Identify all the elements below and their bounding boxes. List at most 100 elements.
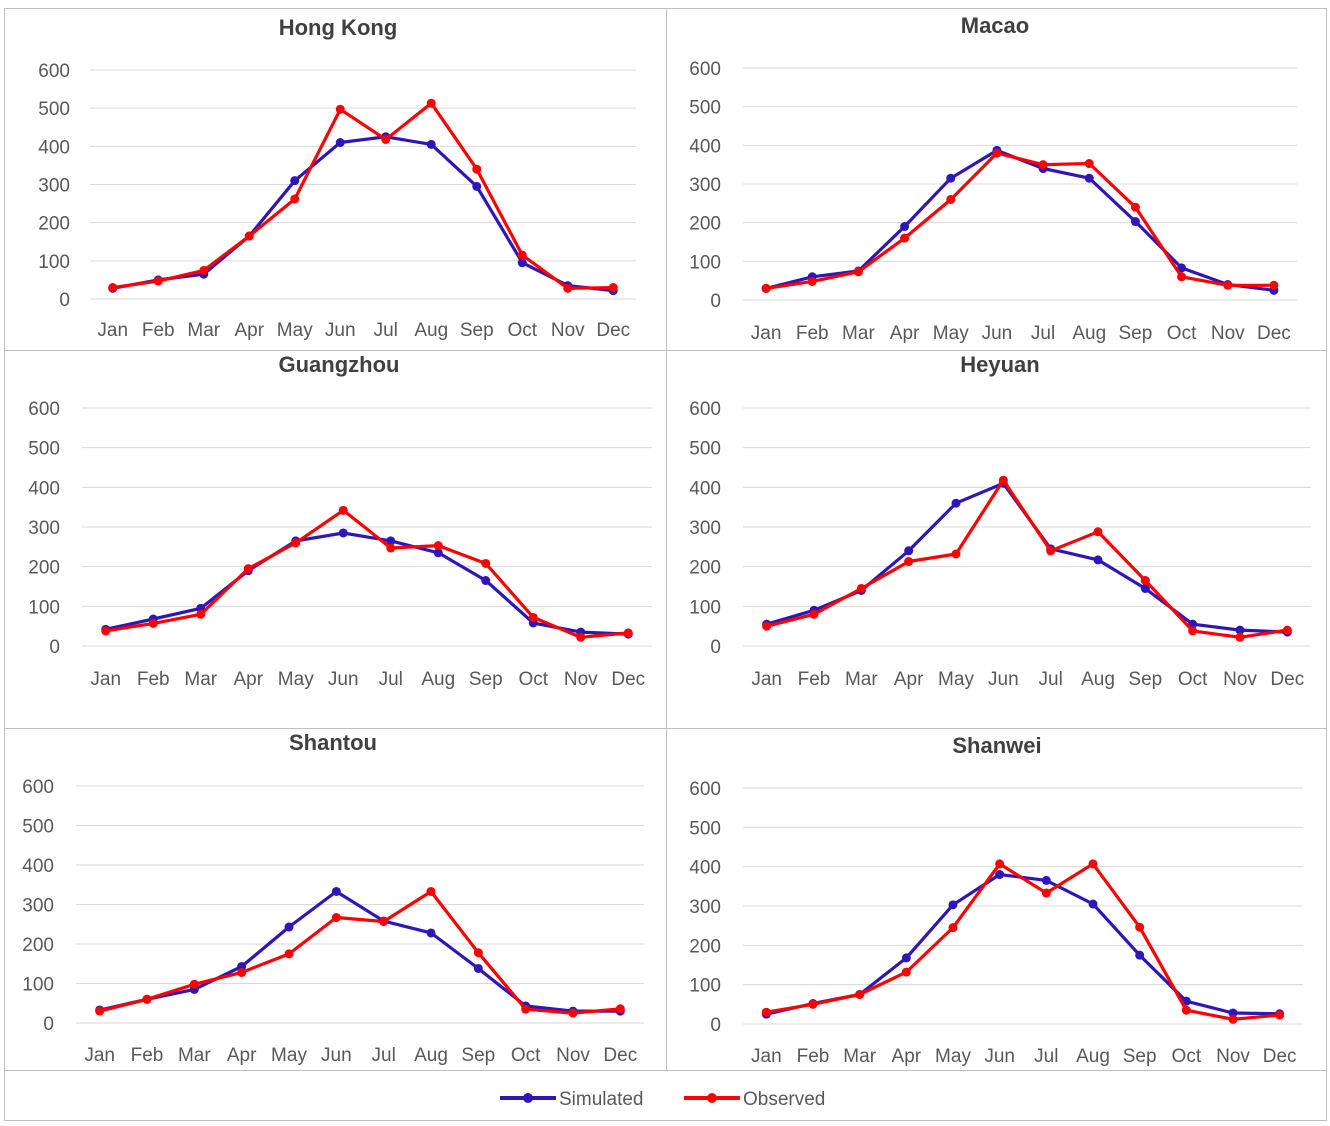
x-tick-label: Nov (1216, 1046, 1250, 1067)
x-tick-label: Apr (890, 323, 920, 344)
data-point (807, 276, 817, 286)
y-tick-label: 200 (689, 936, 721, 957)
chart-panels: Hong Kong 0 100 200 300 400 500 600 Jan Feb Mar Apr… (22, 13, 1311, 1067)
x-tick-label: Sep (1119, 323, 1153, 344)
y-tick-label: 100 (28, 597, 60, 618)
series-line (105, 508, 629, 639)
chart-title: Guangzhou (279, 352, 400, 377)
data-point (473, 948, 483, 958)
data-point (148, 618, 158, 628)
x-tick-label: Oct (507, 320, 537, 341)
data-point (1181, 1005, 1191, 1015)
data-point (1093, 555, 1103, 565)
y-tick-label: 300 (689, 175, 721, 196)
x-tick-label: May (271, 1045, 307, 1066)
x-tick-label: Aug (1081, 669, 1115, 690)
y-tick-label: 400 (689, 478, 721, 499)
series-line (112, 135, 614, 293)
x-tick-label: May (933, 323, 969, 344)
data-point (563, 283, 573, 293)
x-tick-label: Apr (894, 669, 924, 690)
data-point (1088, 899, 1098, 909)
data-point (1235, 625, 1245, 635)
data-point (1223, 280, 1233, 290)
data-point (331, 886, 341, 896)
data-point (335, 104, 345, 114)
y-tick-label: 0 (43, 1014, 54, 1035)
data-point (426, 928, 436, 938)
chart-heyuan: Heyuan 0 100 200 300 400 500 600 Jan Feb Mar Apr May… (689, 352, 1311, 690)
series-line (765, 151, 1274, 290)
x-tick-label: Sep (469, 669, 503, 690)
data-point (433, 548, 443, 558)
y-tick-label: 0 (710, 637, 721, 658)
y-tick-label: 400 (689, 858, 721, 879)
data-point (623, 628, 633, 638)
data-point (473, 963, 483, 973)
x-tick-label: Apr (234, 320, 264, 341)
x-tick-label: Jun (325, 320, 356, 341)
data-point (196, 609, 206, 619)
x-tick-label: Aug (1076, 1046, 1110, 1067)
data-point (1177, 263, 1187, 273)
data-point (951, 498, 961, 508)
data-point (1041, 888, 1051, 898)
y-tick-label: 500 (38, 99, 70, 120)
data-point (108, 283, 118, 293)
y-tick-label: 300 (689, 518, 721, 539)
x-tick-label: Feb (797, 1046, 830, 1067)
data-point (998, 475, 1008, 485)
data-point (1140, 583, 1150, 593)
data-point (338, 505, 348, 515)
data-point (995, 870, 1005, 880)
x-tick-label: Nov (564, 669, 598, 690)
data-point (761, 1007, 771, 1017)
series-observed (101, 505, 633, 642)
x-tick-label: Jul (1034, 1046, 1058, 1067)
legend-simulated-marker (523, 1093, 533, 1103)
data-point (290, 194, 300, 204)
data-point (576, 632, 586, 642)
data-point (948, 923, 958, 933)
x-tick-label: Jun (328, 669, 359, 690)
chart-title: Shantou (289, 730, 377, 755)
x-tick-label: Oct (1172, 1046, 1202, 1067)
x-tick-label: Jul (1039, 669, 1063, 690)
data-point (386, 536, 396, 546)
data-point (189, 979, 199, 989)
data-point (1282, 625, 1292, 635)
legend-item-observed: Observed (684, 1089, 825, 1110)
data-point (521, 1004, 531, 1014)
data-point (243, 564, 253, 574)
y-tick-label: 600 (689, 779, 721, 800)
y-tick-label: 300 (38, 176, 70, 197)
x-tick-label: Feb (798, 669, 831, 690)
series-simulated (761, 870, 1285, 1019)
x-tick-label: Jul (372, 1045, 396, 1066)
x-tick-label: Feb (796, 323, 829, 344)
x-tick-label: Jan (90, 669, 121, 690)
data-point (426, 98, 436, 108)
data-point (528, 612, 538, 622)
data-point (338, 528, 348, 538)
series-observed (761, 148, 1279, 293)
y-tick-label: 200 (689, 214, 721, 235)
y-tick-label: 0 (710, 1015, 721, 1036)
data-point (101, 626, 111, 636)
x-tick-label: Jun (988, 669, 1019, 690)
data-point (199, 265, 209, 275)
y-tick-label: 600 (22, 777, 54, 798)
x-tick-label: Mar (178, 1045, 211, 1066)
x-tick-label: May (278, 669, 314, 690)
data-point (284, 949, 294, 959)
data-point (1235, 632, 1245, 642)
data-point (381, 134, 391, 144)
y-tick-label: 100 (689, 976, 721, 997)
y-tick-label: 100 (689, 252, 721, 273)
data-point (901, 967, 911, 977)
data-point (856, 583, 866, 593)
x-tick-label: Jun (321, 1045, 352, 1066)
chart-hong-kong: Hong Kong 0 100 200 300 400 500 600 Jan Feb Mar Apr… (38, 15, 636, 341)
y-tick-label: 0 (59, 290, 70, 311)
